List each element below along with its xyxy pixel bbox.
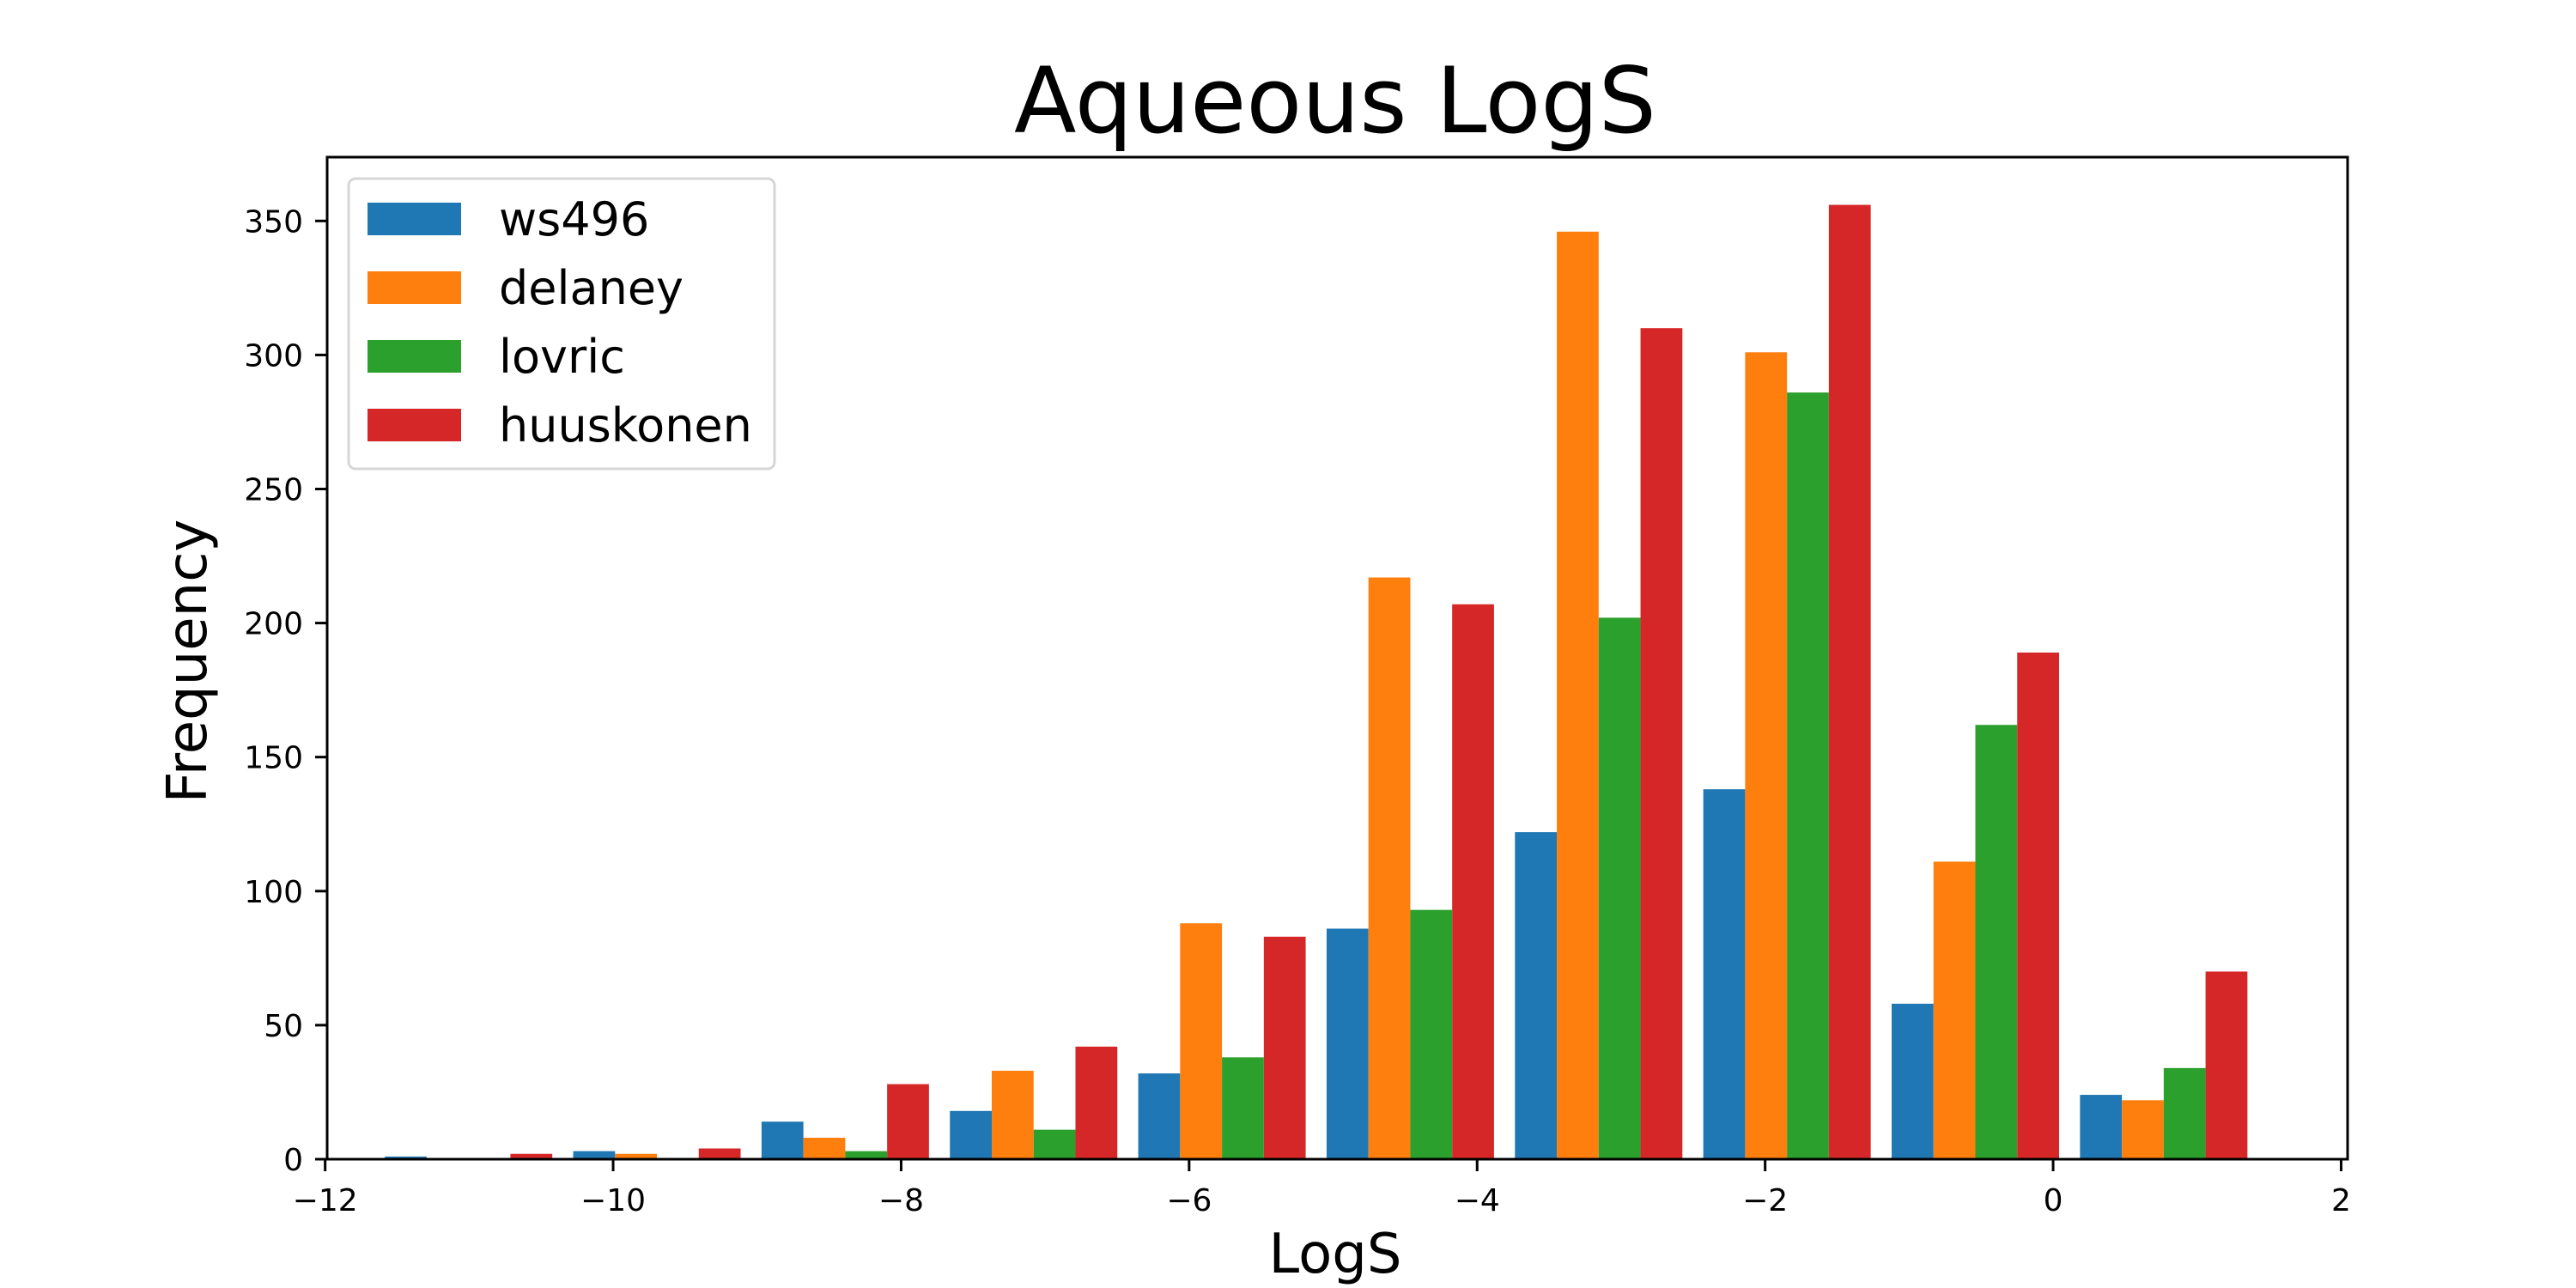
bar-ws496-bin-6: [1515, 832, 1558, 1159]
y-tick-label: 0: [283, 1143, 303, 1178]
y-tick-label: 150: [244, 741, 303, 776]
bar-huuskonen-bin-6: [1640, 328, 1683, 1159]
bar-delaney-bin-4: [1180, 923, 1223, 1159]
legend: ws496 delaney lovric huuskonen: [347, 177, 776, 471]
bar-delaney-bin-3: [991, 1070, 1034, 1159]
bar-lovric-bin-6: [1598, 617, 1641, 1159]
legend-label-huuskonen: huuskonen: [499, 398, 752, 453]
legend-label-ws496: ws496: [499, 192, 649, 246]
chart-title: Aqueous LogS: [1014, 48, 1656, 154]
bar-lovric-bin-4: [1222, 1057, 1264, 1159]
bar-ws496-bin-0: [385, 1156, 427, 1159]
x-tick-label: 0: [2044, 1183, 2063, 1218]
bar-delaney-bin-8: [1933, 861, 1976, 1159]
bar-ws496-bin-3: [950, 1110, 992, 1159]
bar-ws496-bin-1: [573, 1151, 616, 1159]
legend-swatch-ws496: [368, 203, 461, 235]
bar-ws496-bin-4: [1138, 1073, 1181, 1159]
bar-delaney-bin-5: [1368, 577, 1411, 1159]
y-tick-label: 100: [244, 875, 303, 910]
bar-delaney-bin-6: [1557, 231, 1599, 1159]
bar-lovric-bin-2: [845, 1151, 888, 1159]
bar-delaney-bin-9: [2122, 1100, 2164, 1159]
x-axis-label: LogS: [1269, 1223, 1402, 1286]
legend-label-lovric: lovric: [499, 330, 625, 384]
y-axis: 0 50 100 150 200 250 300 350: [244, 204, 327, 1178]
bar-huuskonen-bin-5: [1452, 604, 1494, 1159]
plot-frame: [325, 155, 2349, 1161]
y-axis-label: Frequency: [156, 519, 220, 804]
bar-huuskonen-bin-3: [1075, 1046, 1118, 1159]
x-tick-label: −2: [1742, 1183, 1788, 1218]
bar-huuskonen-bin-2: [887, 1084, 929, 1159]
bar-huuskonen-bin-4: [1263, 936, 1306, 1159]
x-tick-label: −6: [1166, 1183, 1212, 1218]
bar-delaney-bin-2: [803, 1138, 846, 1159]
bar-ws496-bin-5: [1326, 928, 1369, 1159]
bar-lovric-bin-8: [1975, 725, 2018, 1159]
legend-swatch-lovric: [368, 340, 461, 373]
bar-lovric-bin-3: [1033, 1129, 1076, 1159]
bar-lovric-bin-5: [1410, 909, 1453, 1159]
y-tick-label: 350: [244, 204, 303, 240]
legend-box: [347, 177, 776, 471]
x-tick-label: −10: [580, 1183, 646, 1218]
bar-huuskonen-bin-7: [1828, 204, 1871, 1159]
bars-group: [385, 204, 2248, 1159]
x-tick-label: −12: [293, 1183, 358, 1218]
bar-huuskonen-bin-1: [698, 1148, 741, 1159]
y-tick-label: 50: [264, 1009, 303, 1044]
legend-swatch-delaney: [368, 271, 461, 304]
bar-delaney-bin-7: [1745, 352, 1788, 1159]
bar-delaney-bin-1: [615, 1153, 658, 1159]
y-tick-label: 300: [244, 338, 303, 374]
y-tick-label: 200: [244, 607, 303, 642]
bar-huuskonen-bin-8: [2017, 652, 2059, 1159]
bar-huuskonen-bin-9: [2205, 971, 2248, 1159]
legend-label-delaney: delaney: [499, 261, 683, 315]
bar-ws496-bin-8: [1892, 1003, 1934, 1159]
x-tick-label: −4: [1455, 1183, 1500, 1218]
bar-lovric-bin-9: [2163, 1067, 2206, 1159]
bar-ws496-bin-9: [2080, 1095, 2123, 1159]
x-tick-label: −8: [878, 1183, 924, 1218]
bar-ws496-bin-2: [761, 1121, 804, 1159]
legend-swatch-huuskonen: [368, 409, 461, 441]
y-tick-label: 250: [244, 473, 303, 508]
x-axis: −12 −10 −8 −6 −4 −2 0 2: [293, 1159, 2351, 1218]
bar-lovric-bin-7: [1787, 392, 1829, 1159]
bar-ws496-bin-7: [1703, 789, 1746, 1159]
x-tick-label: 2: [2331, 1183, 2351, 1218]
bar-huuskonen-bin-0: [510, 1153, 553, 1159]
